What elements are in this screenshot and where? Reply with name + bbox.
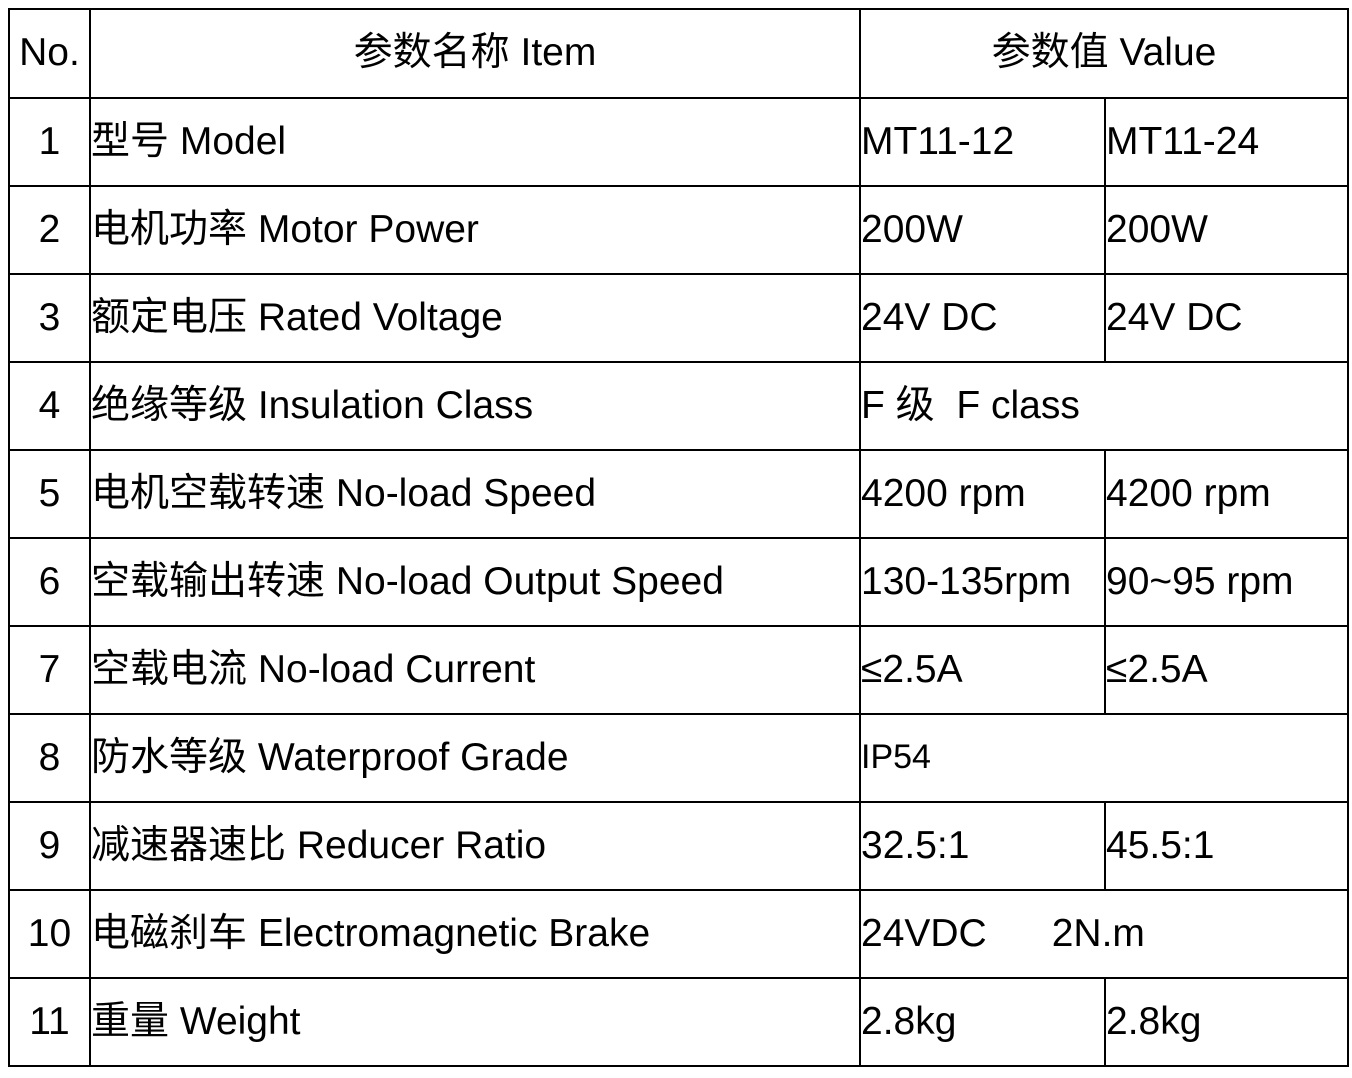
item-name-cell: 型号 Model xyxy=(89,97,861,187)
item-name-cell: 空载输出转速 No-load Output Speed xyxy=(89,537,861,627)
table-body: 1 型号 Model MT11-12 MT11-24 2 电机功率 Motor Power… xyxy=(8,97,1350,1067)
value-cell-mt11-24: 45.5:1 xyxy=(1103,801,1350,891)
item-name-cell: 空载电流 No-load Current xyxy=(89,625,861,715)
value-cell-mt11-12: 2.8kg xyxy=(859,977,1106,1067)
item-name-cell: 电机功率 Motor Power xyxy=(89,185,861,275)
motor-spec-table: No. 参数名称 Item 参数值 Value 1 型号 Model MT11-12… xyxy=(8,8,1350,1067)
header-row: No. 参数名称 Item 参数值 Value xyxy=(8,8,1350,99)
table-row: 1 型号 Model MT11-12 MT11-24 xyxy=(8,97,1350,187)
table-row: 8 防水等级 Waterproof Grade IP54 xyxy=(8,713,1350,803)
row-number-cell: 2 xyxy=(8,185,91,275)
header-value: 参数值 Value xyxy=(858,8,1350,99)
item-name-cell: 电磁刹车 Electromagnetic Brake xyxy=(89,889,861,979)
table-row: 5 电机空载转速 No-load Speed 4200 rpm 4200 rpm xyxy=(8,449,1350,539)
row-number-cell: 9 xyxy=(8,801,91,891)
table-row: 10 电磁刹车 Electromagnetic Brake 24VDC 2N.m xyxy=(8,889,1350,979)
value-cell-merged: F 级 F class xyxy=(858,361,1350,451)
value-cell-mt11-24: 4200 rpm xyxy=(1103,449,1350,539)
row-number-cell: 8 xyxy=(8,713,91,803)
value-cell-mt11-12: MT11-12 xyxy=(859,97,1106,187)
value-cell-merged: 24VDC 2N.m xyxy=(858,889,1350,979)
value-cell-mt11-24: 24V DC xyxy=(1103,273,1350,363)
row-number-cell: 4 xyxy=(8,361,91,451)
item-name-cell: 重量 Weight xyxy=(89,977,861,1067)
value-cell-mt11-12: 24V DC xyxy=(859,273,1106,363)
row-number-cell: 10 xyxy=(8,889,91,979)
row-number-cell: 11 xyxy=(8,977,91,1067)
value-cell-mt11-12: 200W xyxy=(859,185,1106,275)
header-no: No. xyxy=(8,8,91,99)
value-cell-merged: IP54 xyxy=(858,713,1350,803)
value-cell-mt11-24: 90~95 rpm xyxy=(1103,537,1350,627)
item-name-cell: 电机空载转速 No-load Speed xyxy=(89,449,861,539)
row-number-cell: 7 xyxy=(8,625,91,715)
value-cell-mt11-12: ≤2.5A xyxy=(859,625,1106,715)
value-cell-mt11-24: 200W xyxy=(1103,185,1350,275)
item-name-cell: 绝缘等级 Insulation Class xyxy=(89,361,861,451)
row-number-cell: 6 xyxy=(8,537,91,627)
row-number-cell: 1 xyxy=(8,97,91,187)
header-item: 参数名称 Item xyxy=(89,8,861,99)
item-name-cell: 防水等级 Waterproof Grade xyxy=(89,713,861,803)
item-name-cell: 额定电压 Rated Voltage xyxy=(89,273,861,363)
table-row: 7 空载电流 No-load Current ≤2.5A ≤2.5A xyxy=(8,625,1350,715)
row-number-cell: 5 xyxy=(8,449,91,539)
item-name-cell: 减速器速比 Reducer Ratio xyxy=(89,801,861,891)
table-row: 3 额定电压 Rated Voltage 24V DC 24V DC xyxy=(8,273,1350,363)
value-cell-mt11-12: 4200 rpm xyxy=(859,449,1106,539)
table-row: 9 减速器速比 Reducer Ratio 32.5:1 45.5:1 xyxy=(8,801,1350,891)
value-cell-mt11-12: 130-135rpm xyxy=(859,537,1106,627)
table-header: No. 参数名称 Item 参数值 Value xyxy=(8,8,1350,99)
table-row: 11 重量 Weight 2.8kg 2.8kg xyxy=(8,977,1350,1067)
value-cell-mt11-12: 32.5:1 xyxy=(859,801,1106,891)
table-row: 6 空载输出转速 No-load Output Speed 130-135rpm 90… xyxy=(8,537,1350,627)
table-row: 2 电机功率 Motor Power 200W 200W xyxy=(8,185,1350,275)
value-cell-mt11-24: MT11-24 xyxy=(1103,97,1350,187)
value-cell-mt11-24: 2.8kg xyxy=(1103,977,1350,1067)
value-cell-mt11-24: ≤2.5A xyxy=(1103,625,1350,715)
row-number-cell: 3 xyxy=(8,273,91,363)
table-row: 4 绝缘等级 Insulation Class F 级 F class xyxy=(8,361,1350,451)
